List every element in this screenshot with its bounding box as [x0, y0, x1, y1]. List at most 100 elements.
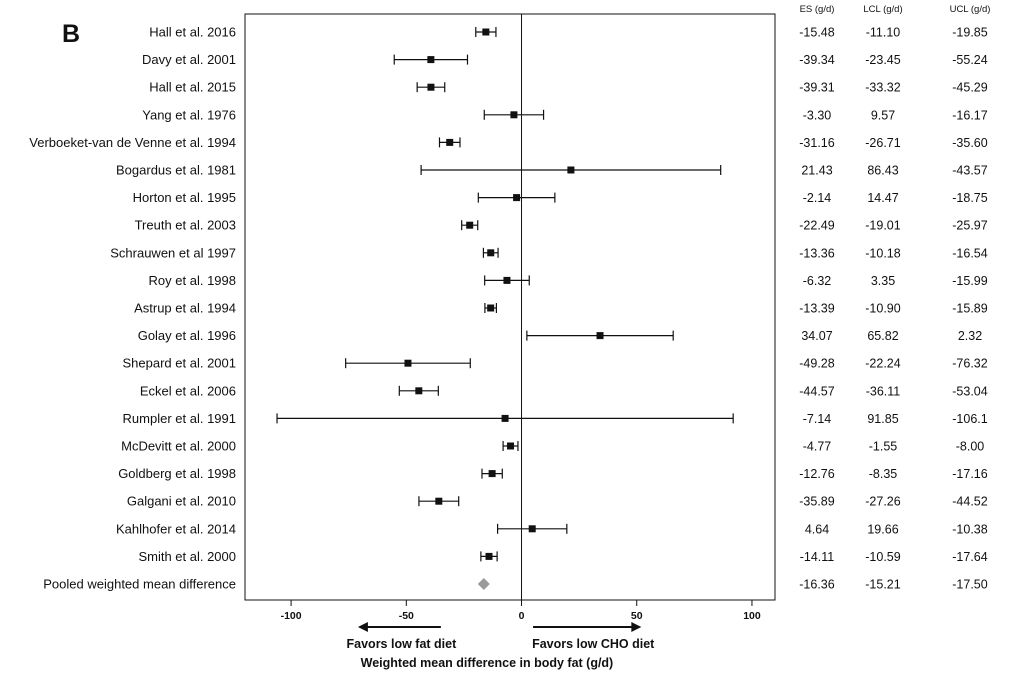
lcl-value: -23.45 — [865, 53, 900, 67]
point-estimate — [528, 525, 536, 533]
ucl-value: -76.32 — [952, 357, 987, 371]
ucl-value: -16.54 — [952, 246, 987, 260]
ucl-value: -18.75 — [952, 191, 987, 205]
study-label: Smith et al. 2000 — [138, 549, 236, 564]
ucl-value: -17.64 — [952, 550, 987, 564]
study-label: Rumpler et al. 1991 — [123, 411, 236, 426]
pooled-label: Pooled weighted mean difference — [43, 577, 236, 592]
point-estimate — [501, 414, 509, 422]
study-label: Hall et al. 2015 — [149, 80, 236, 95]
point-estimate — [567, 166, 575, 174]
point-estimate — [510, 111, 518, 119]
point-estimate — [404, 359, 412, 367]
study-label: Roy et al. 1998 — [149, 273, 236, 288]
es-value: -16.36 — [799, 578, 834, 592]
lcl-value: -10.18 — [865, 246, 900, 260]
es-value: -13.36 — [799, 246, 834, 260]
lcl-value: -36.11 — [866, 384, 901, 398]
es-value: -2.14 — [803, 191, 832, 205]
ucl-value: -17.16 — [952, 467, 987, 481]
es-value: 4.64 — [805, 522, 829, 536]
ucl-value: -19.85 — [952, 26, 987, 40]
study-label: Bogardus et al. 1981 — [116, 163, 236, 178]
es-value: -44.57 — [799, 384, 834, 398]
es-value: -39.31 — [799, 81, 834, 95]
es-value: -39.34 — [799, 53, 834, 67]
favor-right-arrowhead — [631, 622, 642, 632]
lcl-value: -10.59 — [865, 550, 900, 564]
study-label: Kahlhofer et al. 2014 — [116, 521, 236, 536]
ucl-value: -25.97 — [952, 219, 987, 233]
lcl-value: -11.10 — [866, 26, 901, 40]
ucl-value: -15.89 — [952, 302, 987, 316]
study-label: Galgani et al. 2010 — [127, 494, 236, 509]
point-estimate — [446, 138, 454, 146]
lcl-value: -8.35 — [869, 467, 898, 481]
lcl-value: -1.55 — [869, 440, 898, 454]
ucl-value: -55.24 — [952, 53, 987, 67]
es-value: -6.32 — [803, 274, 832, 288]
estimate-marks — [276, 27, 734, 590]
study-label: McDevitt et al. 2000 — [121, 439, 236, 454]
study-label: Astrup et al. 1994 — [134, 301, 236, 316]
lcl-value: 9.57 — [871, 108, 895, 122]
x-tick-label: 100 — [743, 610, 761, 622]
study-label: Horton et al. 1995 — [133, 190, 236, 205]
point-estimate — [488, 470, 496, 478]
lcl-value: 3.35 — [871, 274, 895, 288]
point-estimate — [435, 497, 443, 505]
lcl-value: 86.43 — [867, 164, 898, 178]
pooled-estimate-diamond — [477, 578, 490, 590]
favor-left-label: Favors low fat diet — [347, 637, 458, 651]
point-estimate — [513, 194, 521, 202]
lcl-value: -27.26 — [865, 495, 900, 509]
es-value: -12.76 — [799, 467, 834, 481]
ucl-value: -43.57 — [952, 164, 987, 178]
point-estimate — [487, 249, 495, 257]
lcl-value: 19.66 — [867, 522, 898, 536]
lcl-value: 14.47 — [867, 191, 898, 205]
es-value: -31.16 — [799, 136, 834, 150]
study-label: Davy et al. 2001 — [142, 52, 236, 67]
es-value: -7.14 — [803, 412, 832, 426]
x-tick-label: -100 — [281, 610, 302, 622]
x-tick-label: 0 — [519, 610, 525, 622]
ucl-value: -17.50 — [952, 578, 987, 592]
point-estimate — [507, 442, 515, 450]
study-label: Goldberg et al. 1998 — [118, 466, 236, 481]
point-estimate — [485, 552, 493, 560]
study-label: Treuth et al. 2003 — [135, 218, 236, 233]
es-value: 21.43 — [801, 164, 832, 178]
study-rows: Hall et al. 2016 -15.48 -11.10 -19.85 Davy e… — [29, 25, 987, 592]
study-label: Schrauwen et al 1997 — [110, 245, 236, 260]
es-value: -35.89 — [799, 495, 834, 509]
ucl-value: 2.32 — [958, 329, 982, 343]
ucl-value: -53.04 — [952, 384, 987, 398]
ucl-value: -8.00 — [956, 440, 985, 454]
point-estimate — [503, 276, 511, 284]
study-label: Shepard et al. 2001 — [123, 356, 236, 371]
x-tick-label: -50 — [399, 610, 414, 622]
point-estimate — [427, 83, 435, 91]
point-estimate — [415, 387, 423, 395]
ucl-value: -15.99 — [952, 274, 987, 288]
ucl-value: -45.29 — [952, 81, 987, 95]
es-value: 34.07 — [801, 329, 832, 343]
favor-annotations: Favors low fat diet Favors low CHO diet — [347, 622, 655, 651]
point-estimate — [427, 56, 435, 64]
es-value: -15.48 — [799, 26, 834, 40]
es-value: -4.77 — [803, 440, 832, 454]
lcl-value: -33.32 — [865, 81, 900, 95]
ucl-value: -44.52 — [952, 495, 987, 509]
point-estimate — [487, 304, 495, 312]
column-header: ES (g/d) — [800, 4, 835, 15]
lcl-value: -10.90 — [865, 302, 900, 316]
panel-label: B — [62, 20, 80, 48]
lcl-value: 65.82 — [867, 329, 898, 343]
ucl-value: -106.1 — [952, 412, 987, 426]
ucl-value: -35.60 — [952, 136, 987, 150]
lcl-value: -26.71 — [865, 136, 900, 150]
lcl-value: -15.21 — [865, 578, 900, 592]
lcl-value: 91.85 — [867, 412, 898, 426]
